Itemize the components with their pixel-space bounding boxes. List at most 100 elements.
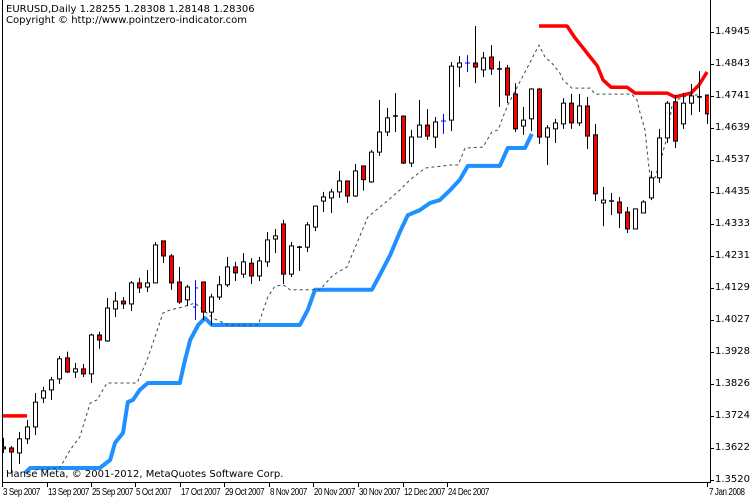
time-tick-label: 7 Jan 2008 — [709, 487, 745, 498]
axes — [2, 0, 714, 487]
bullish-candle-body — [305, 224, 310, 248]
bearish-candle-body — [81, 368, 86, 375]
candle — [169, 254, 174, 290]
candle — [337, 170, 342, 198]
candle — [41, 386, 46, 404]
time-tick-label: 12 Dec 2007 — [404, 487, 445, 498]
bullish-candle-body — [633, 208, 638, 230]
candle — [385, 107, 390, 137]
candle — [617, 196, 622, 229]
bullish-candle-body — [457, 62, 462, 68]
bullish-candle-body — [129, 282, 134, 305]
candle — [409, 129, 414, 167]
candle — [601, 186, 606, 227]
candle — [33, 393, 38, 436]
copyright-text: Copyright © http://www.pointzero-indicat… — [6, 15, 247, 26]
bullish-candle-body — [41, 390, 46, 399]
bearish-candle-body — [505, 67, 510, 96]
candle — [489, 45, 494, 75]
price-tick-label: 1.43330 — [715, 218, 750, 229]
candle — [241, 253, 246, 278]
bearish-candle-body — [249, 262, 254, 277]
bullish-candle-body — [577, 105, 582, 124]
bullish-candle-body — [385, 117, 390, 133]
bearish-candle-body — [137, 282, 142, 289]
bullish-candle-body — [329, 191, 334, 199]
bullish-candle-body — [257, 260, 262, 277]
bearish-candle-body — [201, 281, 206, 313]
bullish-candle-body — [521, 119, 526, 127]
price-tick-label: 1.42310 — [715, 250, 750, 261]
candle — [513, 83, 518, 133]
bullish-candle-body — [417, 124, 422, 138]
bullish-candle-body — [601, 199, 606, 204]
candle — [121, 297, 126, 309]
candle — [305, 222, 310, 253]
price-tick-label: 1.47410 — [715, 90, 750, 101]
candle — [145, 270, 150, 293]
bearish-candle-body — [585, 105, 590, 137]
candle — [657, 128, 662, 183]
candle — [321, 191, 326, 213]
bullish-candle-body — [641, 201, 646, 214]
candle — [129, 281, 134, 312]
bullish-candle-body — [409, 136, 414, 164]
candle — [57, 356, 62, 384]
bullish-candle-body — [481, 57, 486, 71]
price-tick-label: 1.44350 — [715, 186, 750, 197]
candle — [329, 188, 334, 213]
candle — [209, 293, 214, 325]
bearish-candle-body — [625, 211, 630, 230]
bullish-candle-body — [145, 282, 150, 288]
candle — [649, 170, 654, 201]
candle — [17, 431, 22, 464]
candle — [689, 84, 694, 116]
candles — [2, 25, 709, 474]
bullish-candle-body — [49, 379, 54, 391]
bullish-candle-body — [241, 261, 246, 275]
candle — [633, 208, 638, 230]
candle — [417, 100, 422, 138]
candle — [289, 242, 294, 277]
bullish-candle-body — [105, 307, 110, 342]
candle — [521, 106, 526, 135]
candle — [497, 61, 502, 107]
time-tick-label: 13 Sep 2007 — [48, 487, 89, 498]
candle — [201, 281, 206, 320]
candle — [105, 297, 110, 342]
candle — [257, 256, 262, 282]
bearish-candle-body — [705, 94, 709, 115]
price-tick-label: 1.37240 — [715, 410, 750, 421]
bullish-candle-body — [273, 235, 278, 240]
bearish-candle-body — [425, 124, 430, 137]
time-tick-label: 30 Nov 2007 — [359, 487, 400, 498]
bearish-candle-body — [2, 446, 6, 450]
candle — [225, 256, 230, 287]
bearish-candle-body — [169, 255, 174, 284]
time-tick-label: 3 Sep 2007 — [3, 487, 40, 498]
bullish-candle-body — [337, 180, 342, 193]
bullish-candle-body — [209, 296, 214, 313]
candle — [49, 377, 54, 400]
bearish-candle-body — [9, 447, 14, 453]
candle — [73, 362, 78, 378]
bullish-candle-body — [185, 286, 190, 301]
bearish-candle-body — [281, 223, 286, 275]
bearish-candle-body — [361, 165, 366, 181]
candle — [9, 446, 14, 474]
bullish-candle-body — [33, 401, 38, 428]
bullish-candle-body — [561, 102, 566, 125]
candle — [705, 94, 709, 124]
bullish-candle-body — [217, 284, 222, 298]
time-tick-label: 24 Dec 2007 — [448, 487, 489, 498]
bearish-candle-body — [593, 134, 598, 195]
bullish-candle-body — [89, 334, 94, 375]
bullish-candle-body — [73, 368, 78, 373]
candle — [569, 94, 574, 129]
bullish-candle-body — [681, 102, 686, 125]
candle — [433, 116, 438, 149]
price-tick-label: 1.40270 — [715, 314, 750, 325]
candle — [553, 118, 558, 143]
